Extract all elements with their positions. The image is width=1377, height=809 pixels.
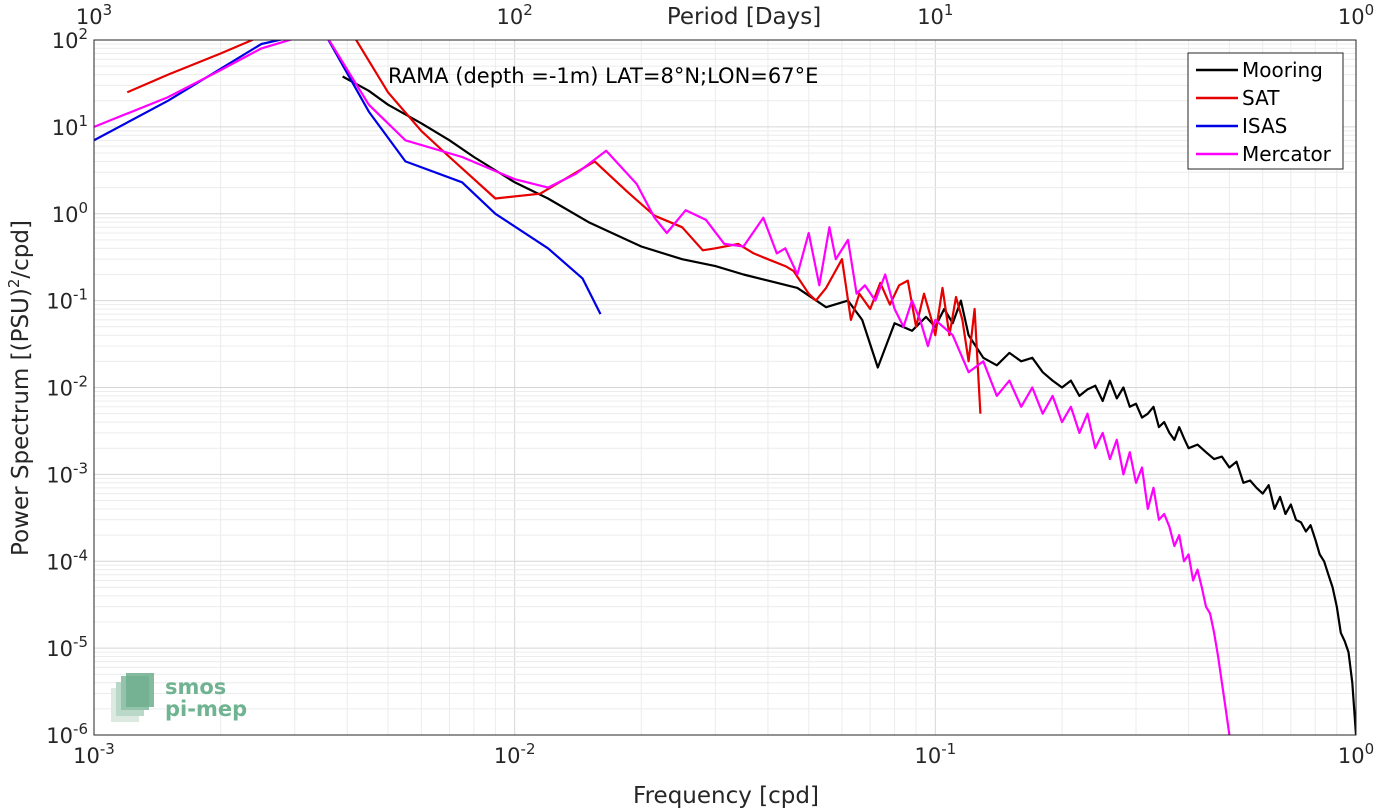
legend-label-mercator: Mercator — [1242, 142, 1332, 166]
legend-label-isas: ISAS — [1242, 114, 1287, 138]
series-sat — [126, 40, 982, 414]
series-isas — [94, 40, 602, 315]
legend: Mooring SAT ISAS Mercator — [1187, 52, 1344, 170]
x2-axis-label: Period [Days] — [667, 4, 821, 30]
x2-tick-label: 100 — [1338, 1, 1374, 29]
y-tick-label: 10-6 — [46, 720, 88, 748]
logo-line2: pi-mep — [165, 697, 247, 721]
y-tick-label: 101 — [52, 112, 88, 140]
y-tick-label: 10-2 — [46, 373, 88, 401]
series-mooring — [342, 75, 1356, 735]
y-tick-label: 10-4 — [46, 546, 88, 574]
x-tick-label: 100 — [1338, 740, 1374, 768]
legend-box — [1187, 52, 1344, 170]
x2-tick-label: 103 — [76, 1, 112, 29]
x2-tick-label: 102 — [497, 1, 533, 29]
series-mercator — [94, 40, 1231, 735]
grid-lines — [93, 40, 1356, 736]
chart-title: RAMA (depth =-1m) LAT=8°N;LON=67°E — [388, 64, 818, 88]
y-tick-label: 10-1 — [46, 286, 88, 314]
legend-label-sat: SAT — [1242, 86, 1280, 110]
x-tick-label: 10-3 — [73, 740, 115, 768]
logo-line1: smos — [165, 675, 226, 699]
y-tick-label: 100 — [52, 199, 88, 227]
smos-pi-mep-logo: smos pi-mep — [111, 673, 247, 722]
plot-frame — [93, 39, 1357, 736]
y-tick-label: 102 — [52, 25, 88, 53]
x-axis-label: Frequency [cpd] — [633, 783, 819, 809]
x-tick-label: 10-1 — [914, 740, 956, 768]
x-tick-label: 10-2 — [494, 740, 536, 768]
legend-label-mooring: Mooring — [1242, 58, 1323, 82]
series-lines — [94, 40, 1356, 735]
y-axis-label: Power Spectrum [(PSU)2/cpd] — [5, 220, 34, 556]
y-tick-label: 10-3 — [46, 459, 88, 487]
x2-tick-label: 101 — [917, 1, 953, 29]
y-tick-label: 10-5 — [46, 633, 88, 661]
